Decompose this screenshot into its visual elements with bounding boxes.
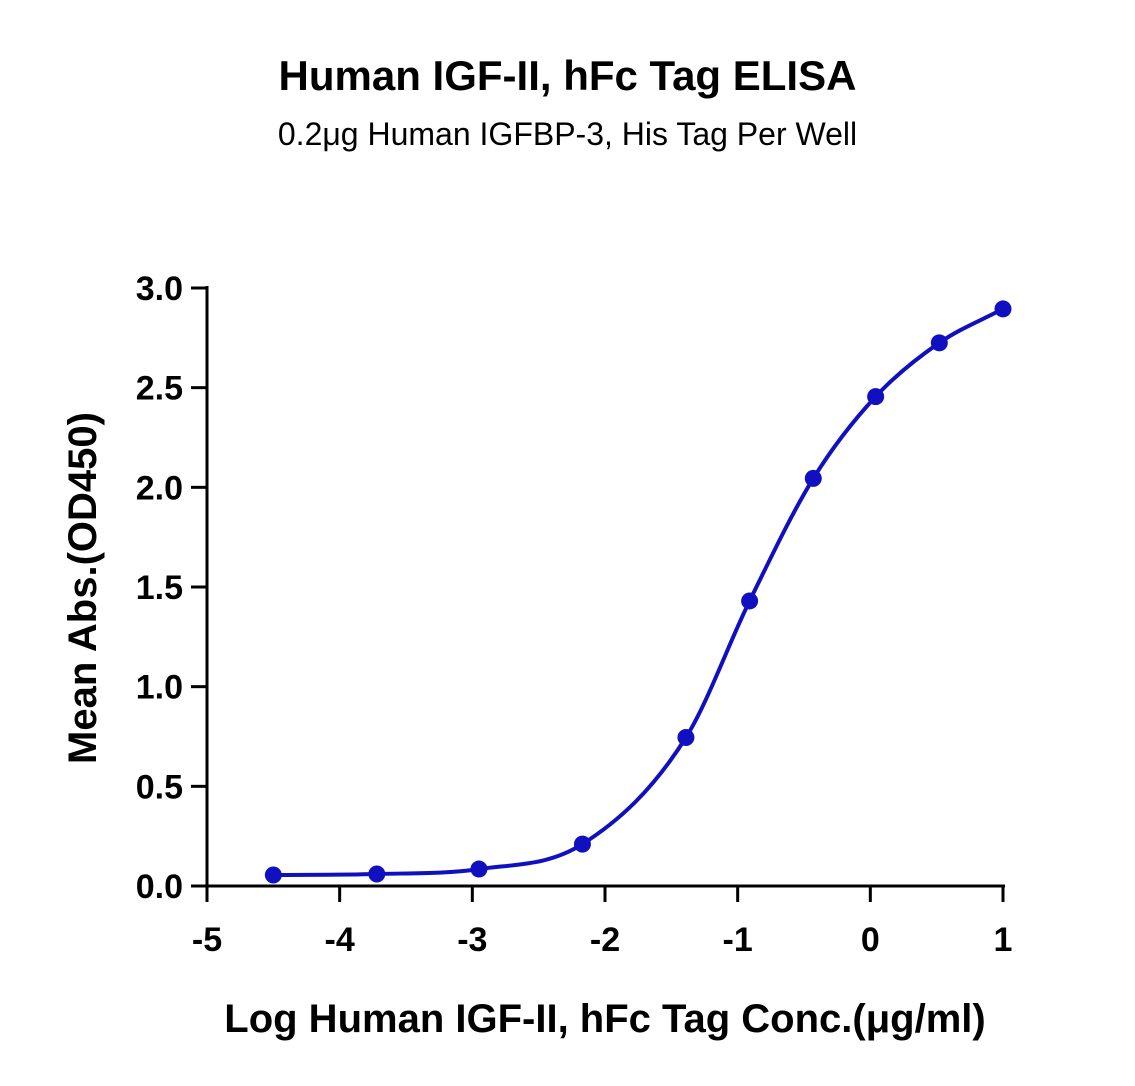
data-point <box>867 388 885 406</box>
y-tick-label: 1.0 <box>136 669 183 707</box>
x-axis-label: Log Human IGF-II, hFc Tag Conc.(μg/ml) <box>224 997 985 1041</box>
y-tick-label: 3.0 <box>136 270 183 308</box>
y-axis-label: Mean Abs.(OD450) <box>61 412 105 764</box>
data-point <box>677 728 695 746</box>
y-tick-label: 1.5 <box>136 569 183 607</box>
y-tick-label: 0.5 <box>136 768 183 806</box>
fit-curve-layer <box>273 307 1004 877</box>
y-tick-label: 2.0 <box>136 469 183 507</box>
data-point <box>470 860 488 878</box>
x-tick-label: -3 <box>457 921 487 959</box>
x-tick-label: 1 <box>994 921 1013 959</box>
data-point <box>741 592 759 610</box>
data-point <box>573 835 591 853</box>
chart-subtitle: 0.2μg Human IGFBP-3, His Tag Per Well <box>277 116 858 152</box>
x-tick-label: 0 <box>861 921 880 959</box>
data-point <box>930 334 948 352</box>
data-point <box>264 866 282 884</box>
data-point <box>804 469 822 487</box>
axes: 0.0 0.5 1.0 1.5 2.0 2.5 3.0 -5 -4 -3 -2 -1 0 1 <box>136 270 1013 959</box>
x-tick-label: -2 <box>590 921 620 959</box>
data-point <box>368 865 386 883</box>
y-tick-label: 2.5 <box>136 370 183 408</box>
x-tick-label: -4 <box>325 921 355 959</box>
x-tick-label: -1 <box>723 921 753 959</box>
fit-curve <box>273 307 1004 877</box>
data-point <box>994 300 1012 318</box>
y-tick-label: 0.0 <box>136 868 183 906</box>
chart-title: Human IGF-II, hFc Tag ELISA <box>278 52 857 99</box>
x-tick-label: -5 <box>192 921 222 959</box>
data-points <box>264 300 1012 884</box>
